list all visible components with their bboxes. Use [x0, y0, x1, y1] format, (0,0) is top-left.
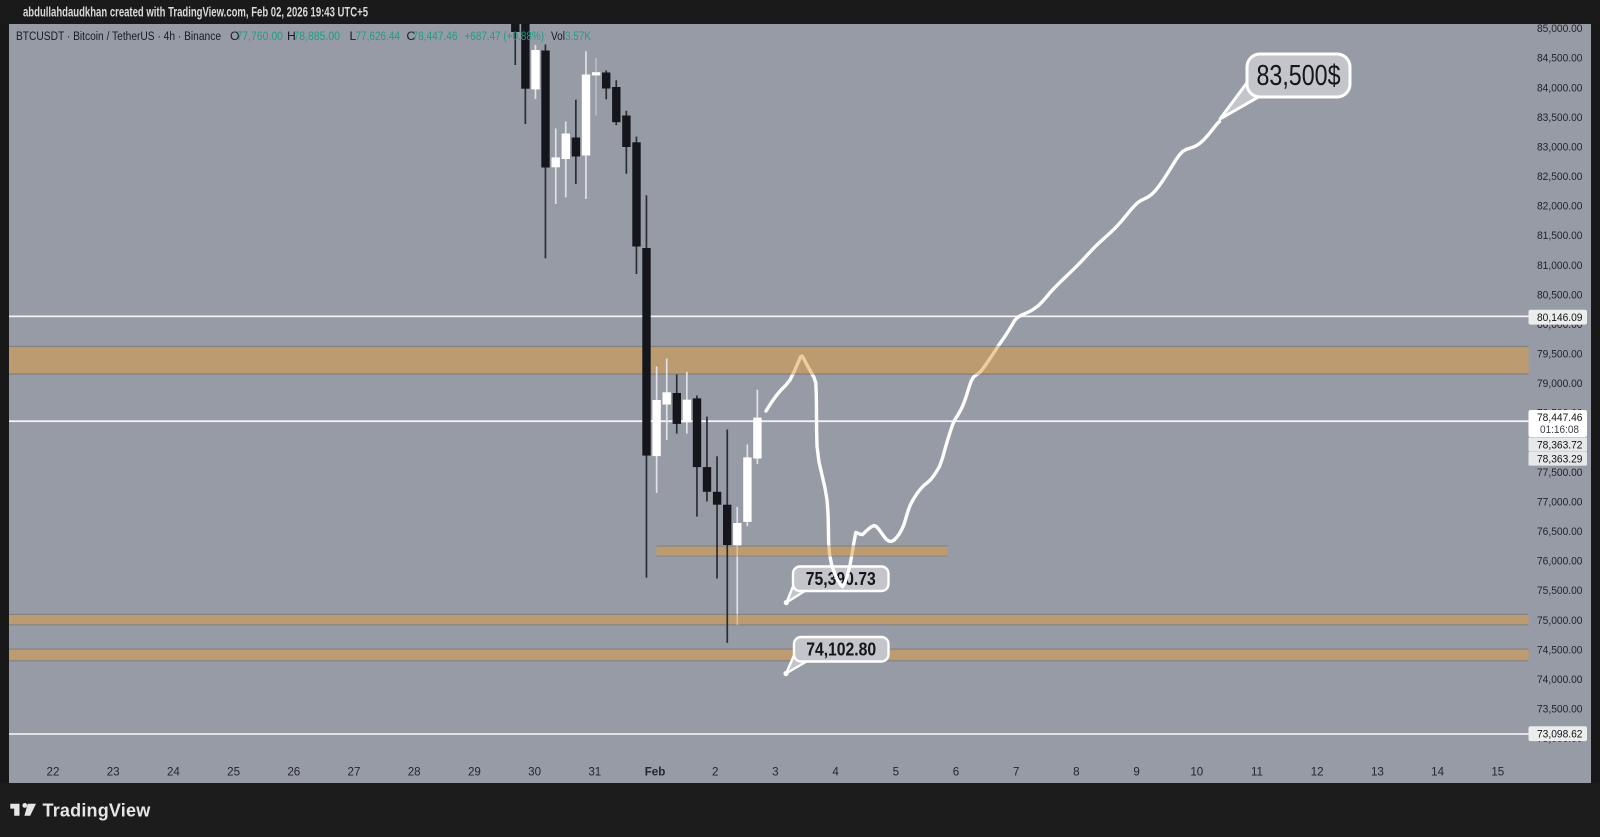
svg-text:79,500.00: 79,500.00 — [1537, 349, 1583, 361]
svg-text:26: 26 — [287, 766, 300, 779]
svg-text:8: 8 — [1073, 766, 1079, 779]
svg-text:79,000.00: 79,000.00 — [1537, 378, 1583, 390]
svg-text:11: 11 — [1251, 766, 1263, 779]
svg-text:83,500$: 83,500$ — [1257, 60, 1341, 92]
svg-text:22: 22 — [47, 766, 60, 779]
svg-text:78,363.72: 78,363.72 — [1537, 439, 1583, 451]
svg-text:81,000.00: 81,000.00 — [1537, 260, 1583, 272]
svg-text:77,500.00: 77,500.00 — [1537, 467, 1583, 479]
svg-text:27: 27 — [348, 766, 361, 779]
svg-text:C: C — [407, 29, 416, 43]
svg-text:24: 24 — [167, 766, 180, 779]
svg-text:TradingView: TradingView — [43, 801, 152, 821]
svg-text:84,000.00: 84,000.00 — [1537, 82, 1583, 94]
svg-text:81,500.00: 81,500.00 — [1537, 230, 1583, 242]
svg-text:29: 29 — [468, 766, 481, 779]
svg-text:31: 31 — [588, 766, 601, 779]
svg-text:abdullahdaudkhan created with: abdullahdaudkhan created with TradingVie… — [23, 5, 368, 20]
svg-text:75,390.73: 75,390.73 — [806, 568, 876, 589]
svg-text:L: L — [350, 29, 357, 43]
svg-text:3.57K: 3.57K — [565, 29, 591, 43]
svg-text:23: 23 — [107, 766, 120, 779]
svg-text:O: O — [230, 29, 239, 43]
svg-text:77,760.00: 77,760.00 — [237, 29, 284, 43]
svg-text:Feb: Feb — [645, 766, 666, 779]
svg-text:9: 9 — [1133, 766, 1139, 779]
svg-text:77,000.00: 77,000.00 — [1537, 497, 1583, 509]
svg-text:01:16:08: 01:16:08 — [1540, 424, 1579, 436]
svg-text:12: 12 — [1311, 766, 1324, 779]
svg-text:78,447.46: 78,447.46 — [413, 29, 458, 43]
svg-text:76,500.00: 76,500.00 — [1537, 526, 1583, 538]
svg-text:83,500.00: 83,500.00 — [1537, 112, 1583, 124]
svg-text:73,500.00: 73,500.00 — [1537, 704, 1583, 716]
svg-text:83,000.00: 83,000.00 — [1537, 141, 1583, 153]
svg-text:75,000.00: 75,000.00 — [1537, 615, 1583, 627]
svg-text:13: 13 — [1371, 766, 1384, 779]
svg-text:14: 14 — [1431, 766, 1444, 779]
svg-text:6: 6 — [953, 766, 959, 779]
svg-text:BTCUSDT · Bitcoin / TetherUS ·: BTCUSDT · Bitcoin / TetherUS · 4h · Bina… — [16, 29, 221, 43]
svg-text:78,447.46: 78,447.46 — [1537, 412, 1583, 424]
svg-text:75,500.00: 75,500.00 — [1537, 585, 1583, 597]
svg-text:3: 3 — [772, 766, 778, 779]
svg-text:80,500.00: 80,500.00 — [1537, 289, 1583, 301]
svg-text:74,102.80: 74,102.80 — [806, 638, 876, 659]
svg-text:76,000.00: 76,000.00 — [1537, 556, 1583, 568]
svg-text:77,626.44: 77,626.44 — [356, 29, 401, 43]
svg-text:80,146.09: 80,146.09 — [1537, 312, 1583, 324]
svg-text:30: 30 — [528, 766, 541, 779]
svg-text:Vol: Vol — [551, 29, 565, 43]
svg-text:10: 10 — [1190, 766, 1203, 779]
svg-text:84,500.00: 84,500.00 — [1537, 53, 1583, 65]
svg-text:78,885.00: 78,885.00 — [294, 29, 341, 43]
svg-text:5: 5 — [893, 766, 899, 779]
svg-text:74,500.00: 74,500.00 — [1537, 644, 1583, 656]
svg-text:73,098.62: 73,098.62 — [1537, 729, 1583, 741]
svg-text:74,000.00: 74,000.00 — [1537, 674, 1583, 686]
svg-text:25: 25 — [227, 766, 240, 779]
svg-text:85,000.00: 85,000.00 — [1537, 23, 1583, 35]
svg-text:82,500.00: 82,500.00 — [1537, 171, 1583, 183]
svg-text:28: 28 — [408, 766, 421, 779]
svg-text:82,000.00: 82,000.00 — [1537, 201, 1583, 213]
svg-text:2: 2 — [712, 766, 718, 779]
svg-text:H: H — [287, 29, 296, 43]
svg-text:15: 15 — [1491, 766, 1504, 779]
svg-text:7: 7 — [1013, 766, 1019, 779]
svg-text:+687.47 (+0.88%): +687.47 (+0.88%) — [465, 29, 545, 43]
svg-text:78,363.29: 78,363.29 — [1537, 454, 1583, 466]
svg-text:4: 4 — [832, 766, 839, 779]
